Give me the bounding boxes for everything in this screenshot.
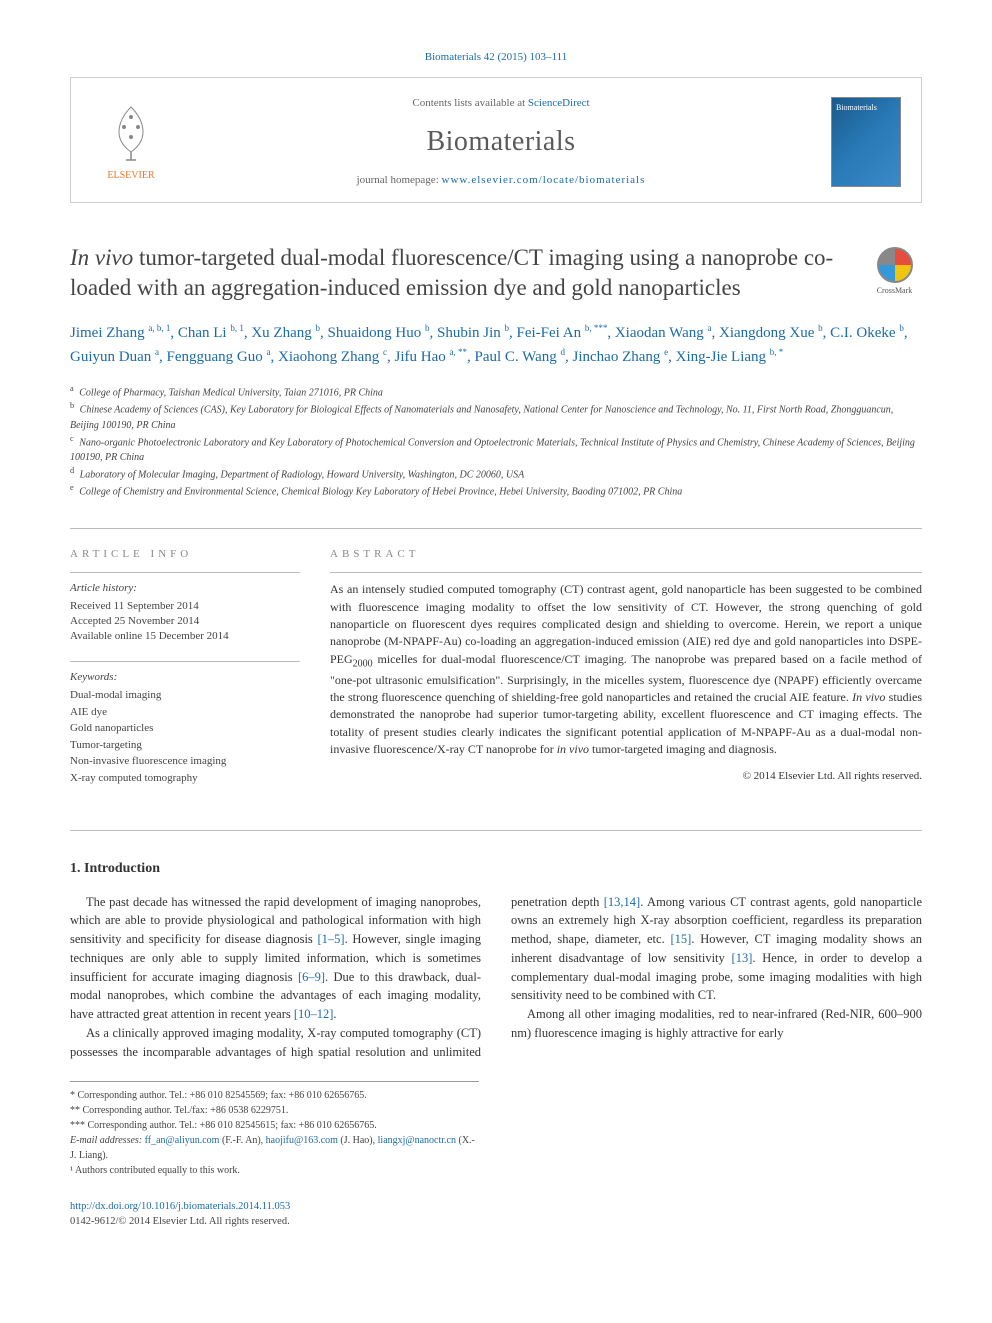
keyword-item: AIE dye [70, 704, 300, 721]
footnote-line: ** Corresponding author. Tel./fax: +86 0… [70, 1103, 479, 1118]
title-italic-prefix: In vivo [70, 245, 133, 270]
crossmark-label: CrossMark [867, 285, 922, 296]
affiliation-item: d Laboratory of Molecular Imaging, Depar… [70, 465, 922, 482]
divider-line [70, 528, 922, 529]
journal-name: Biomaterials [171, 122, 831, 161]
citation-line: Biomaterials 42 (2015) 103–111 [70, 50, 922, 65]
article-history-label: Article history: [70, 581, 300, 596]
elsevier-label: ELSEVIER [91, 169, 171, 183]
article-title: In vivo tumor-targeted dual-modal fluore… [70, 243, 847, 303]
keyword-item: Gold nanoparticles [70, 720, 300, 737]
history-line: Available online 15 December 2014 [70, 629, 300, 644]
keywords-label: Keywords: [70, 670, 300, 685]
history-line: Received 11 September 2014 [70, 599, 300, 614]
equal-contribution-note: ¹ Authors contributed equally to this wo… [70, 1163, 479, 1178]
abstract-column: ABSTRACT As an intensely studied compute… [330, 547, 922, 802]
elsevier-tree-icon [104, 102, 159, 162]
homepage-line: journal homepage: www.elsevier.com/locat… [171, 173, 831, 188]
affiliations-list: a College of Pharmacy, Taishan Medical U… [70, 383, 922, 500]
intro-paragraph-3: Among all other imaging modalities, red … [511, 1005, 922, 1043]
page-footer: http://dx.doi.org/10.1016/j.biomaterials… [70, 1200, 922, 1229]
affiliation-item: c Nano-organic Photoelectronic Laborator… [70, 433, 922, 465]
intro-paragraph-1: The past decade has witnessed the rapid … [70, 893, 481, 1024]
affiliation-item: a College of Pharmacy, Taishan Medical U… [70, 383, 922, 400]
affiliation-item: b Chinese Academy of Sciences (CAS), Key… [70, 400, 922, 432]
keyword-item: Dual-modal imaging [70, 687, 300, 704]
email-label: E-mail addresses: [70, 1135, 145, 1146]
authors-list: Jimei Zhang a, b, 1, Chan Li b, 1, Xu Zh… [70, 321, 922, 369]
elsevier-logo: ELSEVIER [91, 102, 171, 183]
keyword-item: Non-invasive fluorescence imaging [70, 753, 300, 770]
abstract-text: As an intensely studied computed tomogra… [330, 572, 922, 758]
crossmark-icon [877, 247, 913, 283]
footnote-line: *** Corresponding author. Tel.: +86 010 … [70, 1118, 479, 1133]
email-addresses-line: E-mail addresses: ff_an@aliyun.com (F.-F… [70, 1133, 479, 1163]
introduction-heading: 1. Introduction [70, 859, 922, 879]
journal-header: ELSEVIER Contents lists available at Sci… [70, 77, 922, 203]
corresponding-author-footnotes: * Corresponding author. Tel.: +86 010 82… [70, 1081, 479, 1178]
history-line: Accepted 25 November 2014 [70, 614, 300, 629]
article-info-heading: ARTICLE INFO [70, 547, 300, 562]
keyword-item: Tumor-targeting [70, 737, 300, 754]
keyword-item: X-ray computed tomography [70, 770, 300, 787]
abstract-heading: ABSTRACT [330, 547, 922, 562]
crossmark-badge[interactable]: CrossMark [867, 247, 922, 296]
doi-link[interactable]: http://dx.doi.org/10.1016/j.biomaterials… [70, 1200, 922, 1215]
footnote-line: * Corresponding author. Tel.: +86 010 82… [70, 1088, 479, 1103]
abstract-copyright: © 2014 Elsevier Ltd. All rights reserved… [330, 769, 922, 784]
sciencedirect-link[interactable]: ScienceDirect [528, 97, 590, 109]
title-rest: tumor-targeted dual-modal fluorescence/C… [70, 245, 833, 300]
article-info-column: ARTICLE INFO Article history: Received 1… [70, 547, 300, 802]
issn-copyright-line: 0142-9612/© 2014 Elsevier Ltd. All right… [70, 1215, 922, 1230]
contents-prefix: Contents lists available at [412, 97, 527, 109]
homepage-prefix: journal homepage: [357, 174, 442, 186]
body-text-columns: The past decade has witnessed the rapid … [70, 893, 922, 1062]
contents-available-line: Contents lists available at ScienceDirec… [171, 96, 831, 111]
homepage-link[interactable]: www.elsevier.com/locate/biomaterials [442, 174, 646, 186]
affiliation-item: e College of Chemistry and Environmental… [70, 482, 922, 499]
journal-cover-thumbnail: Biomaterials [831, 97, 901, 187]
